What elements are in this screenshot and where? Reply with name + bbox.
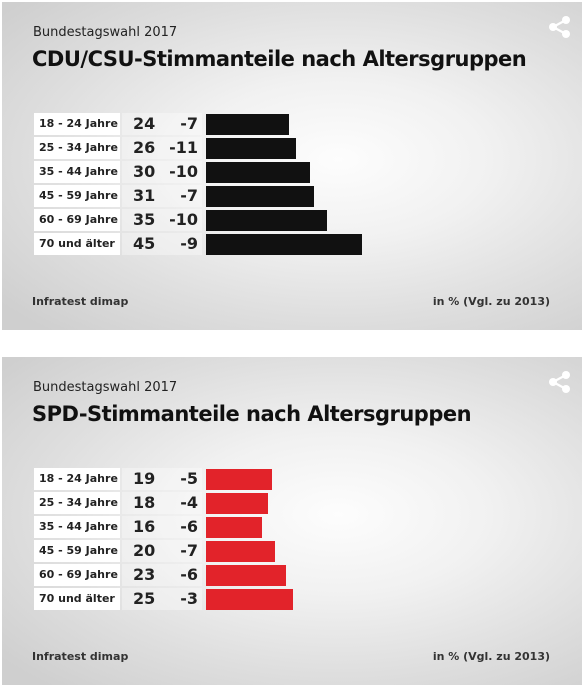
category-label: 60 - 69 Jahre <box>34 564 120 586</box>
change-label: -3 <box>180 589 198 608</box>
change-label: -7 <box>180 186 198 205</box>
category-label: 18 - 24 Jahre <box>34 113 120 135</box>
value-label: 45 <box>133 234 156 253</box>
chart-kicker: Bundestagswahl 2017 <box>33 25 178 40</box>
value-label: 30 <box>133 162 156 181</box>
value-label: 25 <box>133 589 156 608</box>
bar <box>206 541 275 562</box>
value-cell <box>122 161 202 183</box>
bar <box>206 210 327 231</box>
value-cell <box>122 492 202 514</box>
value-cell <box>122 209 202 231</box>
change-label: -10 <box>169 210 198 229</box>
chart-source: Infratest dimap <box>32 295 129 308</box>
bar <box>206 517 262 538</box>
bar-row: 70 und älter 25 -3 <box>34 588 574 612</box>
change-label: -6 <box>180 517 198 536</box>
value-cell <box>122 540 202 562</box>
category-label: 45 - 59 Jahre <box>34 185 120 207</box>
bar-rows: 18 - 24 Jahre 19 -5 25 - 34 Jahre 18 -4 35 - 4… <box>34 468 574 612</box>
value-cell <box>122 516 202 538</box>
bar-rows: 18 - 24 Jahre 24 -7 25 - 34 Jahre 26 -11 35 - … <box>34 113 574 257</box>
bar-row: 18 - 24 Jahre 19 -5 <box>34 468 574 492</box>
bar-row: 18 - 24 Jahre 24 -7 <box>34 113 574 137</box>
value-cell <box>122 588 202 610</box>
category-label: 70 und älter <box>34 233 120 255</box>
chart-title: CDU/CSU-Stimmanteile nach Altersgruppen <box>32 47 527 71</box>
change-label: -11 <box>169 138 198 157</box>
category-label: 35 - 44 Jahre <box>34 161 120 183</box>
bar <box>206 565 286 586</box>
bar <box>206 186 314 207</box>
change-label: -7 <box>180 114 198 133</box>
value-cell <box>122 468 202 490</box>
bar <box>206 162 310 183</box>
value-label: 20 <box>133 541 156 560</box>
change-label: -4 <box>180 493 198 512</box>
chart-kicker: Bundestagswahl 2017 <box>33 380 178 395</box>
bar-row: 70 und älter 45 -9 <box>34 233 574 257</box>
bar-row: 35 - 44 Jahre 16 -6 <box>34 516 574 540</box>
category-label: 25 - 34 Jahre <box>34 492 120 514</box>
change-label: -9 <box>180 234 198 253</box>
bar <box>206 138 296 159</box>
bar-row: 25 - 34 Jahre 26 -11 <box>34 137 574 161</box>
bar-row: 45 - 59 Jahre 31 -7 <box>34 185 574 209</box>
bar <box>206 493 268 514</box>
chart-source: Infratest dimap <box>32 650 129 663</box>
category-label: 18 - 24 Jahre <box>34 468 120 490</box>
change-label: -10 <box>169 162 198 181</box>
bar <box>206 234 362 255</box>
category-label: 60 - 69 Jahre <box>34 209 120 231</box>
bar-row: 25 - 34 Jahre 18 -4 <box>34 492 574 516</box>
value-cell <box>122 137 202 159</box>
bar <box>206 114 289 135</box>
value-cell <box>122 113 202 135</box>
bar-row: 60 - 69 Jahre 35 -10 <box>34 209 574 233</box>
share-icon[interactable] <box>547 15 573 39</box>
share-icon[interactable] <box>547 370 573 394</box>
category-label: 70 und älter <box>34 588 120 610</box>
value-label: 24 <box>133 114 156 133</box>
change-label: -7 <box>180 541 198 560</box>
value-cell <box>122 185 202 207</box>
bar-row: 60 - 69 Jahre 23 -6 <box>34 564 574 588</box>
chart-card-cdu: Bundestagswahl 2017 CDU/CSU-Stimmanteile… <box>2 2 582 330</box>
value-label: 35 <box>133 210 156 229</box>
chart-unit-note: in % (Vgl. zu 2013) <box>432 650 550 663</box>
change-label: -6 <box>180 565 198 584</box>
value-cell <box>122 233 202 255</box>
chart-card-spd: Bundestagswahl 2017 SPD-Stimmanteile nac… <box>2 357 582 685</box>
value-label: 26 <box>133 138 156 157</box>
bar <box>206 469 272 490</box>
category-label: 45 - 59 Jahre <box>34 540 120 562</box>
bar <box>206 589 293 610</box>
value-label: 19 <box>133 469 156 488</box>
bar-row: 45 - 59 Jahre 20 -7 <box>34 540 574 564</box>
chart-unit-note: in % (Vgl. zu 2013) <box>432 295 550 308</box>
value-label: 23 <box>133 565 156 584</box>
change-label: -5 <box>180 469 198 488</box>
value-cell <box>122 564 202 586</box>
chart-title: SPD-Stimmanteile nach Altersgruppen <box>32 402 472 426</box>
value-label: 16 <box>133 517 156 536</box>
bar-row: 35 - 44 Jahre 30 -10 <box>34 161 574 185</box>
value-label: 18 <box>133 493 156 512</box>
category-label: 25 - 34 Jahre <box>34 137 120 159</box>
value-label: 31 <box>133 186 156 205</box>
category-label: 35 - 44 Jahre <box>34 516 120 538</box>
